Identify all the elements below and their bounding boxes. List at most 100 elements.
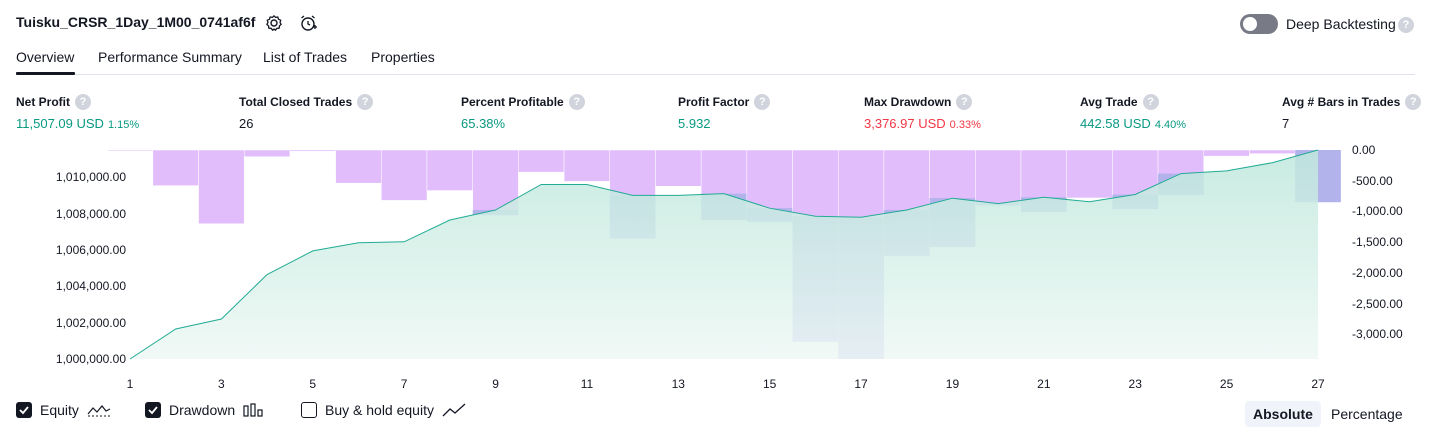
x-tick: 21 [1037, 377, 1051, 391]
metric-label: Profit Factor [678, 95, 750, 109]
metric-avg-bars-in-trades: Avg # Bars in Trades? 7 [1282, 94, 1422, 131]
percentage-button[interactable]: Percentage [1331, 406, 1403, 422]
checkbox-buy-hold[interactable] [301, 402, 317, 418]
deep-backtesting-label: Deep Backtesting [1286, 16, 1396, 32]
equity-line [129, 149, 1319, 360]
drawdown-bar [198, 149, 245, 225]
metric-label: Avg Trade [1080, 95, 1138, 109]
tab-performance-summary[interactable]: Performance Summary [98, 49, 242, 65]
metric-percent-profitable: Percent Profitable? 65.38% [461, 94, 585, 131]
y-tick-right: -500.00 [1352, 173, 1393, 188]
y-tick-right: 0.00 [1352, 143, 1376, 157]
metric-label: Percent Profitable [461, 95, 564, 109]
tab-overview[interactable]: Overview [16, 49, 75, 65]
x-tick: 9 [492, 377, 499, 391]
y-tick-right: -1,000.00 [1352, 204, 1403, 219]
info-icon[interactable]: ? [568, 94, 585, 110]
metric-label: Net Profit [16, 95, 70, 109]
info-icon[interactable]: ? [357, 94, 374, 110]
deep-backtesting-toggle[interactable] [1240, 14, 1278, 34]
drawdown-bar [1203, 149, 1250, 157]
legend-label: Buy & hold equity [325, 402, 434, 418]
trend-line-icon [442, 403, 466, 417]
x-tick: 23 [1128, 377, 1142, 391]
metric-total-closed-trades: Total Closed Trades? 26 [239, 94, 374, 131]
x-tick: 13 [671, 377, 685, 391]
drawdown-bar [335, 149, 382, 184]
equity-line-icon [87, 405, 111, 417]
checkbox-equity[interactable] [16, 402, 32, 418]
metric-value: 7 [1282, 116, 1290, 131]
drawdown-bar [1066, 149, 1113, 199]
gear-icon[interactable] [263, 12, 285, 34]
question-icon[interactable]: ? [1398, 17, 1414, 33]
toggle-knob [1243, 17, 1257, 31]
info-icon[interactable]: ? [956, 94, 973, 110]
metric-value: 65.38% [461, 116, 506, 131]
drawdown-bar [655, 149, 702, 187]
info-icon[interactable]: ? [754, 94, 771, 110]
y-tick-right: -1,500.00 [1352, 235, 1403, 250]
metric-avg-trade: Avg Trade? 442.58 USD 4.40% [1080, 94, 1186, 131]
metric-value: 11,507.09 USD [16, 116, 104, 131]
metric-label: Total Closed Trades [239, 95, 353, 109]
y-tick-left: 1,006,000.00 [55, 242, 126, 257]
drawdown-bar [426, 149, 473, 191]
info-icon[interactable]: ? [1142, 94, 1159, 110]
bars-icon [243, 403, 263, 417]
metric-value: 26 [239, 116, 254, 131]
drawdown-bar [381, 149, 428, 201]
metric-percent: 4.40% [1154, 119, 1187, 131]
checkbox-drawdown[interactable] [145, 402, 161, 418]
x-tick: 17 [854, 377, 868, 391]
alarm-plus-icon[interactable] [297, 12, 319, 34]
y-tick-right: -3,000.00 [1352, 327, 1403, 342]
tab-list-of-trades[interactable]: List of Trades [263, 49, 348, 65]
equity-area [130, 150, 1318, 359]
metric-percent: 1.15% [107, 119, 140, 131]
legend-buy-hold[interactable]: Buy & hold equity [301, 402, 466, 418]
metric-label: Avg # Bars in Trades [1282, 95, 1401, 109]
strategy-title: Tuisku_CRSR_1Day_1M00_0741af6f [16, 14, 256, 30]
drawdown-bar [152, 149, 199, 186]
x-tick: 15 [763, 377, 777, 391]
absolute-button[interactable]: Absolute [1245, 401, 1321, 427]
info-icon[interactable]: ? [75, 94, 91, 110]
drawdown-bar [107, 149, 154, 152]
y-tick-right: -2,500.00 [1352, 296, 1403, 311]
x-tick: 27 [1311, 377, 1325, 391]
active-tab-indicator [16, 72, 75, 75]
y-tick-left: 1,004,000.00 [55, 279, 126, 294]
x-tick: 19 [945, 377, 960, 391]
drawdown-bar [289, 149, 336, 152]
x-tick: 7 [400, 377, 408, 391]
x-tick: 25 [1219, 377, 1234, 391]
tab-properties[interactable]: Properties [371, 49, 435, 65]
x-tick: 1 [126, 377, 134, 391]
metric-percent: 0.33% [949, 119, 981, 131]
x-tick: 3 [218, 377, 225, 391]
legend-label: Drawdown [169, 402, 236, 418]
metric-profit-factor: Profit Factor? 5.932 [678, 94, 771, 131]
y-tick-left: 1,010,000.00 [55, 170, 126, 185]
info-icon[interactable]: ? [1405, 94, 1422, 110]
y-tick-left: 1,000,000.00 [55, 352, 126, 366]
drawdown-bar [563, 149, 611, 182]
tab-divider [16, 74, 1415, 75]
metric-value: 5.932 [678, 116, 711, 131]
drawdown-bar [518, 149, 565, 173]
legend-drawdown[interactable]: Drawdown [145, 402, 265, 418]
y-tick-left: 1,002,000.00 [55, 315, 126, 330]
y-tick-left: 1,008,000.00 [55, 206, 126, 221]
metric-max-drawdown: Max Drawdown? 3,376.97 USD 0.33% [864, 94, 981, 131]
legend-label: Equity [40, 402, 79, 418]
metric-value: 3,376.97 USD [864, 116, 946, 131]
drawdown-bar [1249, 149, 1296, 154]
x-tick: 5 [309, 377, 317, 391]
metric-value: 442.58 USD [1080, 116, 1151, 131]
metric-net-profit: Net Profit? 11,507.09 USD 1.15% [16, 94, 139, 131]
drawdown-bar [243, 149, 291, 158]
legend-equity[interactable]: Equity [16, 402, 111, 418]
x-tick: 11 [580, 377, 594, 391]
